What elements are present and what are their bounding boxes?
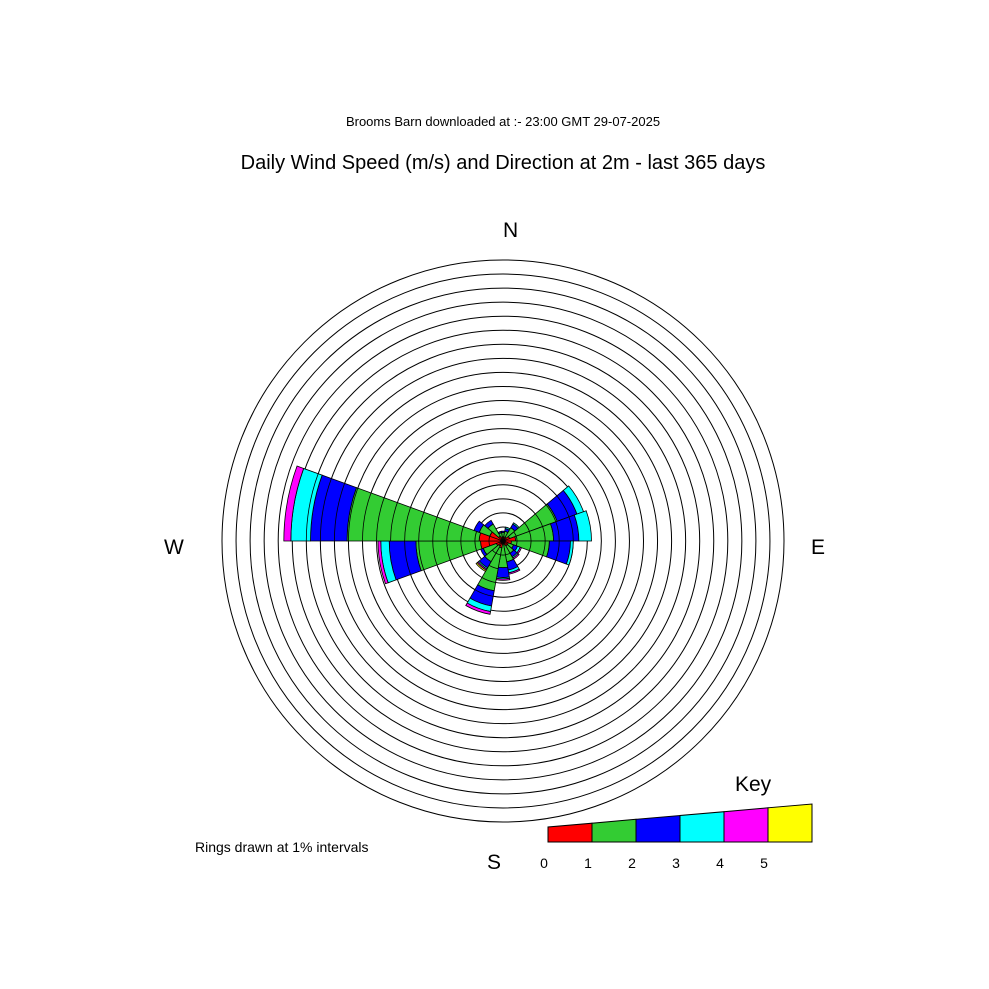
sector-ring-line: [432, 516, 438, 542]
sector-ring-line: [418, 512, 425, 542]
sector-280deg: [283, 465, 504, 542]
chart-subtitle: Brooms Barn downloaded at :- 23:00 GMT 2…: [345, 114, 661, 129]
speed-key: [547, 803, 813, 843]
key-label-3: 3: [672, 855, 680, 871]
key-swatch-2-3: [635, 814, 681, 843]
key-swatch-1-2: [591, 818, 637, 843]
segment-100deg-speed-2-3: [546, 540, 571, 565]
segment-340deg-speed-2-3: [497, 530, 503, 535]
sector-220deg: [475, 540, 504, 572]
rings-interval-note: Rings drawn at 1% intervals: [195, 839, 369, 855]
sector-ring-line: [460, 526, 464, 542]
sector-ring-line: [390, 502, 398, 542]
sector-ring-line: [555, 540, 560, 561]
percent-rings: [221, 259, 785, 823]
compass-east-label: E: [811, 536, 826, 559]
compass-west-label: W: [164, 536, 184, 559]
segment-180deg-speed-4-5: [495, 577, 511, 581]
sector-ring-line: [404, 507, 411, 542]
sector-340deg: [497, 530, 504, 542]
key-swatch-0-1: [547, 822, 593, 843]
segment-280deg-speed-1-2: [346, 487, 482, 542]
sector-ring-line: [348, 488, 359, 542]
segment-220deg-speed-5+: [475, 562, 487, 572]
segment-280deg-speed-4-5: [283, 465, 305, 542]
segment-80deg-speed-3-4: [573, 510, 592, 542]
ring-17-percent: [263, 301, 743, 781]
segment-180deg-speed-2-3: [496, 566, 510, 578]
ring-18-percent: [249, 287, 757, 795]
compass-north-label: N: [503, 219, 519, 242]
sector-ring-line: [376, 497, 385, 542]
sector-ring-line: [474, 589, 494, 597]
sector-180deg: [495, 540, 511, 581]
sector-ring-line: [446, 521, 451, 542]
sector-ring-line: [542, 540, 546, 556]
sector-ring-line: [334, 483, 345, 542]
chart-title: Daily Wind Speed (m/s) and Direction at …: [240, 152, 766, 174]
sector-ring-line: [404, 540, 411, 575]
key-label-0: 0: [540, 855, 548, 871]
key-label-4: 4: [716, 855, 724, 871]
ring-19-percent: [235, 273, 771, 809]
sector-ring-line: [305, 473, 319, 542]
ring-20-percent: [221, 259, 785, 823]
compass-south-label: S: [487, 851, 502, 874]
sector-100deg: [502, 540, 574, 566]
direction-sectors: [283, 465, 592, 615]
segment-320deg-speed-2-3: [484, 519, 494, 529]
segment-200deg-speed-4-5: [465, 602, 492, 615]
ring-16-percent: [277, 315, 729, 767]
key-label-2: 2: [628, 855, 636, 871]
sector-ring-line: [481, 577, 496, 583]
key-title: Key: [735, 773, 772, 796]
key-swatch-4-5: [723, 807, 769, 843]
key-swatch-5+: [767, 803, 813, 843]
sector-ring-line: [319, 478, 332, 542]
key-label-5: 5: [760, 855, 768, 871]
sector-ring-line: [529, 540, 532, 551]
key-label-1: 1: [584, 855, 592, 871]
sector-ring-line: [362, 492, 372, 542]
sector-80deg: [502, 510, 592, 542]
sector-320deg: [484, 519, 504, 542]
key-swatch-3-4: [679, 811, 725, 843]
segment-300deg-speed-2-3: [473, 520, 485, 533]
segment-100deg-speed-3-4: [565, 540, 574, 566]
